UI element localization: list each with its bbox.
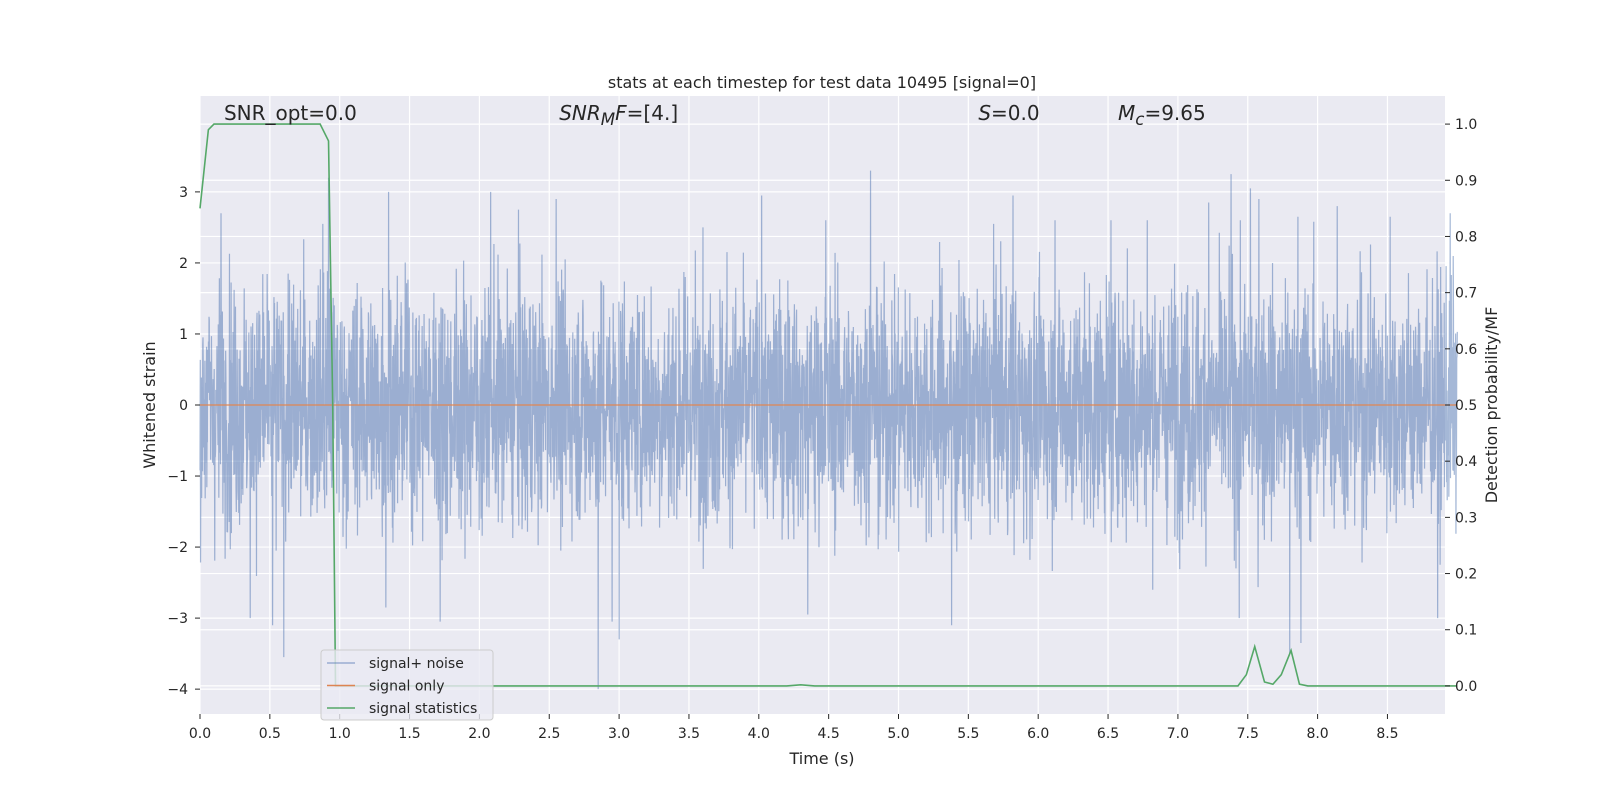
y-tick-label: −4 xyxy=(167,682,188,698)
y2-tick-label: 0.4 xyxy=(1455,454,1477,470)
y2-tick-label: 0.3 xyxy=(1455,510,1477,526)
x-tick-label: 5.0 xyxy=(887,726,909,742)
annotation-text-mc: Mc=9.65 xyxy=(1118,101,1206,129)
y-tick-label: 3 xyxy=(179,185,188,201)
x-tick-label: 0.0 xyxy=(189,726,211,742)
x-tick-label: 2.5 xyxy=(538,726,560,742)
y-tick-label: 2 xyxy=(179,256,188,272)
axes-layer: 0.0 0.5 1.0 1.5 2.0 2.5 3.0 3.5 4.0 4.5 5.0 5.5 6.0 6… xyxy=(167,117,1477,742)
y-axis-label: Whitened strain xyxy=(140,341,159,468)
x-tick-label: 8.5 xyxy=(1376,726,1398,742)
x-tick-label: 3.5 xyxy=(678,726,700,742)
legend-box xyxy=(320,649,494,721)
y2-axis-label: Detection probability/MF xyxy=(1482,307,1501,504)
x-tick-label: 5.5 xyxy=(957,726,979,742)
x-tick-label: 8.0 xyxy=(1306,726,1328,742)
series-signal-noise-line xyxy=(199,170,1458,690)
x-tick-label: 7.0 xyxy=(1167,726,1189,742)
x-axis-label: Time (s) xyxy=(788,749,854,768)
x-tick-label: 4.5 xyxy=(818,726,840,742)
legend-label: signal statistics xyxy=(369,701,477,717)
y2-tick-label: 0.6 xyxy=(1455,342,1477,358)
annotation-text-s-stat: S=0.0 xyxy=(978,101,1040,125)
x-tick-label: 3.0 xyxy=(608,726,630,742)
x-tick-label: 6.5 xyxy=(1097,726,1119,742)
legend-label: signal only xyxy=(369,679,444,695)
y2-tick-label: 0.5 xyxy=(1455,398,1477,414)
y2-tick-label: 0.9 xyxy=(1455,173,1477,189)
x-tick-label: 7.5 xyxy=(1237,726,1259,742)
y-tick-label: 1 xyxy=(179,327,188,343)
legend: signal+ noise signal only signal statistic… xyxy=(320,649,494,721)
x-tick-label: 1.5 xyxy=(398,726,420,742)
x-tick-label: 2.0 xyxy=(468,726,490,742)
annotation-snr-mf: SNRMF=[4.] xyxy=(559,101,679,129)
x-tick-label: 6.0 xyxy=(1027,726,1049,742)
annotation-s-stat: S=0.0 xyxy=(978,101,1040,125)
y2-tick-label: 0.8 xyxy=(1455,229,1477,245)
x-tick-label: 4.0 xyxy=(748,726,770,742)
series-signal-statistics-line xyxy=(199,123,1458,687)
y-tick-label: −2 xyxy=(167,540,188,556)
chart-title: stats at each timestep for test data 104… xyxy=(608,73,1036,92)
annotation-snr-opt: SNR_opt=0.0 xyxy=(223,101,357,125)
legend-label: signal+ noise xyxy=(369,656,464,672)
x-tick-label: 0.5 xyxy=(259,726,281,742)
annotation-mc: Mc=9.65 xyxy=(1118,101,1206,129)
y-tick-label: 0 xyxy=(179,398,188,414)
y2-tick-label: 1.0 xyxy=(1455,117,1477,133)
y-tick-label: −3 xyxy=(167,611,188,627)
x-tick-label: 1.0 xyxy=(329,726,351,742)
y2-tick-label: 0.0 xyxy=(1455,679,1477,695)
y2-tick-label: 0.1 xyxy=(1455,623,1477,639)
text-layer: stats at each timestep for test data 104… xyxy=(140,73,1501,768)
annotation-text-snr-mf: SNRMF=[4.] xyxy=(559,101,679,129)
series-layer xyxy=(199,123,1458,690)
y-tick-label: −1 xyxy=(167,469,188,485)
y2-tick-label: 0.7 xyxy=(1455,286,1477,302)
y2-tick-label: 0.2 xyxy=(1455,567,1477,583)
annotation-text-snr-opt: SNR_opt=0.0 xyxy=(223,101,357,125)
